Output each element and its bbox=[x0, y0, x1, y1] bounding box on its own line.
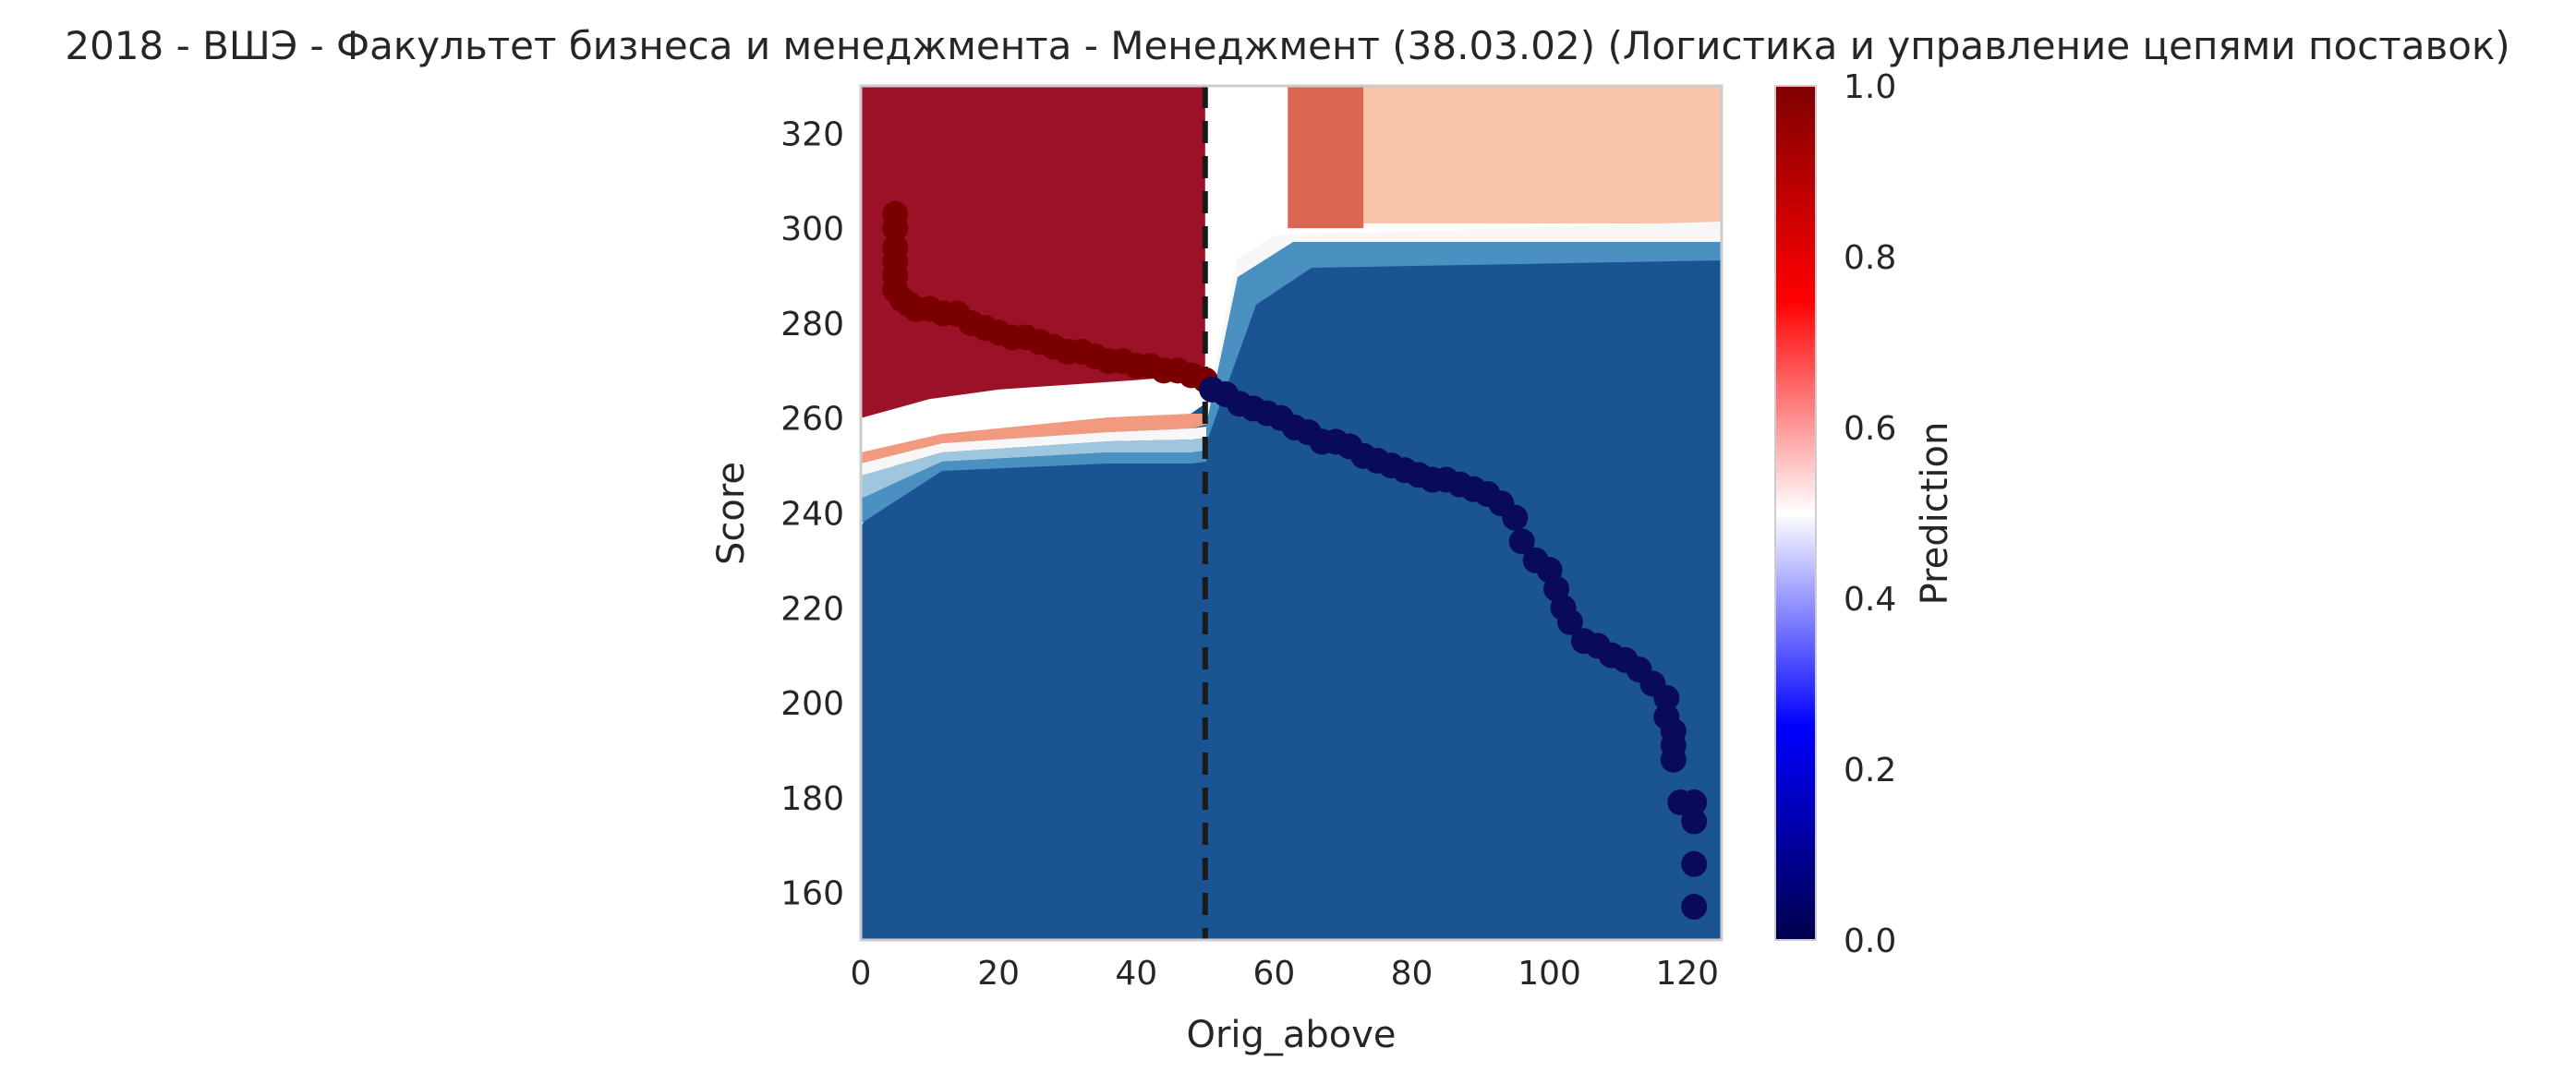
y-tick-label: 160 bbox=[780, 875, 844, 913]
x-tick-label: 20 bbox=[977, 955, 1020, 993]
contour-band-light-red bbox=[861, 414, 1206, 464]
contour-band-light-blue bbox=[861, 438, 1206, 499]
colorbar-tick-label: 0.0 bbox=[1844, 922, 1896, 960]
x-tick-label: 0 bbox=[851, 955, 872, 993]
y-tick-label: 240 bbox=[780, 496, 844, 534]
colorbar-tick-label: 1.0 bbox=[1844, 68, 1896, 106]
y-tick-label: 320 bbox=[780, 115, 844, 153]
y-tick-label: 200 bbox=[780, 685, 844, 723]
contour-region bbox=[1363, 86, 1722, 224]
y-axis: 160 180 200 220 240 260 280 300 320 bbox=[780, 115, 844, 912]
colorbar-ticks: 0.0 0.2 0.4 0.6 0.8 1.0 bbox=[1844, 68, 1896, 960]
contour-region bbox=[861, 257, 1722, 940]
x-tick-label: 80 bbox=[1391, 955, 1433, 993]
colorbar bbox=[1774, 85, 1817, 941]
scatter-series-above_cutoff bbox=[882, 200, 1218, 393]
contour-region bbox=[1288, 86, 1364, 229]
scatter-point bbox=[1660, 746, 1687, 773]
x-tick-label: 120 bbox=[1655, 955, 1719, 993]
colorbar-label: Prediction bbox=[1914, 422, 1956, 606]
contour-band-white bbox=[861, 427, 1206, 476]
scatter-point bbox=[1681, 808, 1708, 835]
y-tick-label: 280 bbox=[780, 306, 844, 343]
scatter-point bbox=[882, 215, 909, 242]
colorbar-tick-label: 0.6 bbox=[1844, 410, 1896, 448]
contour-fill-group bbox=[861, 86, 1722, 940]
chart-title: 2018 - ВШЭ - Факультет бизнеса и менеджм… bbox=[65, 23, 2509, 68]
scatter-point bbox=[1502, 504, 1529, 531]
y-tick-label: 300 bbox=[780, 211, 844, 248]
colorbar-tick-label: 0.4 bbox=[1844, 581, 1896, 619]
scatter-point bbox=[1681, 789, 1708, 815]
colorbar-tick-label: 0.2 bbox=[1844, 752, 1896, 789]
contour-band-mid-blue bbox=[861, 451, 1206, 524]
scatter-point bbox=[1508, 528, 1535, 555]
scatter-point bbox=[1556, 608, 1583, 635]
x-axis: 0 20 40 60 80 100 120 bbox=[851, 955, 1720, 993]
colorbar-tick-label: 0.8 bbox=[1844, 239, 1896, 277]
contour-region bbox=[861, 86, 1205, 418]
plot-frame bbox=[859, 84, 1723, 942]
y-tick-label: 260 bbox=[780, 401, 844, 439]
scatter-series-below_cutoff bbox=[1199, 376, 1708, 921]
x-axis-label: Orig_above bbox=[1186, 1014, 1396, 1056]
y-axis-label: Score bbox=[710, 462, 753, 565]
scatter-point bbox=[1653, 684, 1680, 711]
x-tick-label: 100 bbox=[1518, 955, 1581, 993]
y-tick-label: 180 bbox=[780, 780, 844, 818]
scatter-point bbox=[1681, 850, 1708, 877]
x-tick-label: 40 bbox=[1115, 955, 1157, 993]
y-tick-label: 220 bbox=[780, 590, 844, 628]
scatter-point bbox=[1681, 894, 1708, 921]
x-tick-label: 60 bbox=[1252, 955, 1295, 993]
